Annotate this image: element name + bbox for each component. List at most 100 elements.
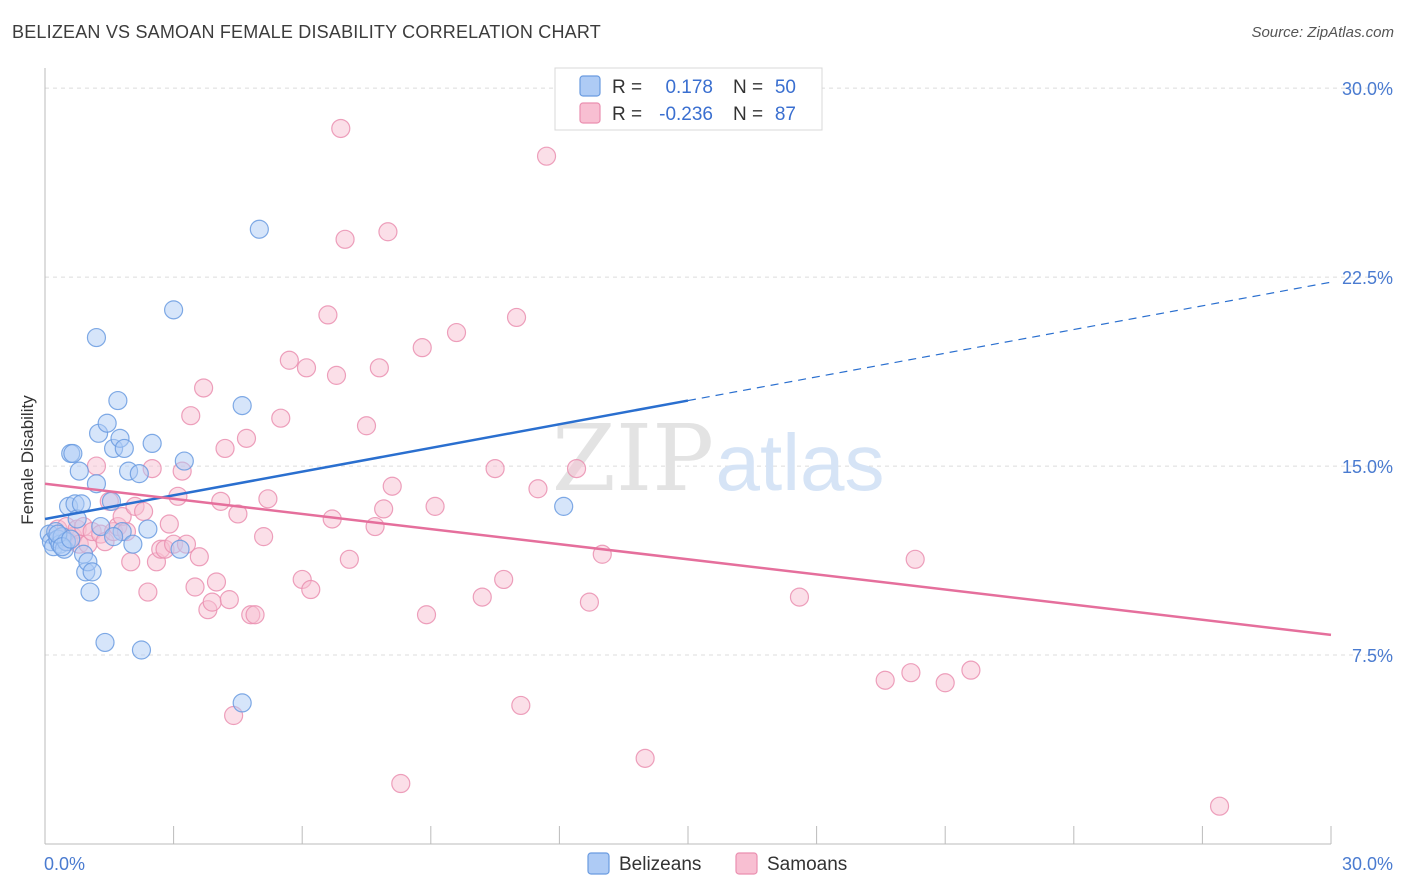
samoans-point-85	[935, 673, 955, 693]
samoans-point-84	[905, 549, 925, 569]
belizeans-point-39	[170, 539, 190, 559]
samoans-point-37	[206, 572, 227, 592]
samoans-point-67	[416, 605, 437, 625]
watermark-zip: ZIP	[552, 405, 714, 512]
legend-n-label-1: N =	[733, 77, 763, 98]
samoans-point-80	[635, 748, 655, 768]
samoans-point-53	[318, 305, 338, 325]
samoans-point-32	[185, 577, 205, 597]
belizeans-point-11	[63, 443, 83, 464]
x-tick-label-1: 30.0%	[1342, 854, 1393, 874]
legend-swatch-samoans	[579, 102, 601, 124]
samoans-point-70	[472, 587, 492, 607]
belizeans-point-44	[554, 496, 574, 516]
samoans-point-83	[901, 663, 921, 683]
belizeans-point-24	[95, 632, 115, 653]
belizeans-point-35	[131, 640, 152, 660]
samoans-point-82	[875, 670, 895, 690]
legend-r-label-1: R =	[612, 77, 642, 98]
x-tick-label-0: 0.0%	[44, 854, 85, 874]
belizeans-point-28	[108, 390, 128, 411]
bottom-legend-label-belizeans: Belizeans	[619, 854, 701, 875]
bottom-legend-swatch-belizeans	[587, 852, 610, 875]
belizeans-point-42	[232, 396, 252, 416]
belizeans-point-36	[138, 519, 158, 539]
legend-n-value-1: 50	[775, 77, 796, 98]
belizeans-point-23	[91, 516, 111, 537]
belizeans-point-25	[97, 413, 117, 433]
y-tick-label-0: 7.5%	[1352, 646, 1393, 666]
samoans-point-60	[365, 516, 385, 537]
samoans-point-18	[121, 552, 141, 572]
samoans-point-43	[236, 428, 257, 448]
samoans-trend-line	[44, 482, 1332, 637]
legend-n-label-2: N =	[733, 104, 763, 125]
samoans-point-64	[382, 476, 402, 496]
samoans-point-57	[335, 229, 355, 249]
samoans-point-56	[331, 118, 351, 139]
chart-title: BELIZEAN VS SAMOAN FEMALE DISABILITY COR…	[12, 22, 601, 42]
samoans-point-87	[1209, 796, 1230, 816]
samoans-point-62	[374, 499, 394, 519]
belizeans-point-37	[142, 433, 162, 454]
source-label: Source: ZipAtlas.com	[1251, 24, 1394, 41]
samoans-point-73	[506, 307, 527, 328]
watermark-atlas: atlas	[716, 418, 885, 507]
legend-swatch-belizeans	[579, 75, 601, 97]
samoans-point-26	[159, 514, 179, 534]
grid-lines	[45, 87, 1392, 656]
belizeans-point-47	[86, 327, 107, 348]
legend-r-value-2: -0.236	[659, 104, 713, 125]
watermark: ZIP atlas	[552, 405, 885, 512]
samoans-point-48	[271, 408, 291, 428]
belizeans-trend-line	[44, 399, 689, 521]
legend-box: R = 0.178 N = 50 R = -0.236 N = 87	[554, 67, 823, 131]
legend-n-value-2: 87	[775, 104, 796, 125]
belizeans-point-19	[80, 582, 100, 602]
y-tick-label-2: 22.5%	[1342, 268, 1393, 288]
legend-r-value-1: 0.178	[665, 77, 713, 98]
samoans-point-86	[961, 660, 981, 680]
samoans-point-77	[566, 458, 587, 479]
samoans-point-36	[202, 592, 222, 612]
samoans-point-68	[425, 496, 445, 516]
belizeans-point-14	[69, 461, 89, 481]
samoans-point-59	[356, 416, 377, 436]
samoans-point-46	[254, 527, 274, 547]
belizeans-point-40	[174, 451, 194, 471]
samoans-point-58	[339, 549, 359, 569]
axes	[44, 68, 1332, 845]
samoans-point-49	[279, 350, 299, 370]
samoans-point-21	[138, 582, 158, 602]
samoans-point-45	[245, 605, 265, 625]
samoans-point-72	[494, 569, 514, 590]
samoans-point-40	[219, 590, 239, 610]
samoans-point-51	[296, 358, 317, 378]
y-tick-label-3: 30.0%	[1342, 79, 1393, 99]
bottom-legend-swatch-samoans	[735, 852, 758, 875]
samoans-point-52	[301, 579, 321, 600]
belizeans-point-41	[232, 693, 252, 713]
belizeans-point-31	[114, 438, 134, 459]
samoans-point-76	[536, 146, 557, 166]
trend-lines	[44, 281, 1332, 637]
samoans-point-71	[485, 458, 505, 479]
belizeans-trend-extension	[687, 281, 1332, 402]
legend-r-label-2: R =	[612, 104, 642, 125]
y-tick-label-1: 15.0%	[1342, 457, 1393, 477]
samoans-point-55	[326, 365, 347, 385]
samoans-point-42	[228, 504, 248, 524]
tick-labels: 7.5% 15.0% 22.5% 30.0% 0.0% 30.0%	[44, 79, 1393, 874]
samoans-point-65	[391, 773, 411, 794]
samoans-point-61	[369, 358, 389, 378]
belizeans-point-33	[123, 534, 143, 554]
samoans-point-47	[258, 489, 278, 509]
bottom-legend: Belizeans Samoans	[587, 852, 847, 875]
samoans-point-63	[378, 222, 398, 242]
samoans-point-66	[412, 338, 432, 358]
samoans-point-81	[789, 587, 810, 607]
bottom-legend-label-samoans: Samoans	[767, 854, 847, 875]
belizeans-points	[39, 219, 574, 713]
samoans-point-38	[211, 491, 231, 511]
